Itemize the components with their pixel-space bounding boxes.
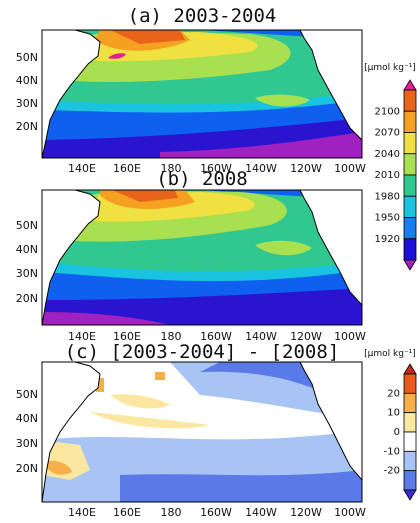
colorbar-box [403,470,417,491]
panel-c-frame [41,361,363,503]
panel-c-colorbar: 20 10 0 -10 -20 [384,363,417,501]
panel-a-lat-axis: 50N 40N 30N 20N [16,51,38,133]
colorbar-bottom-triangle [403,489,417,501]
panel-c-lon-axis: 140E 160E 180 160W 140W 120W 100W [68,506,366,519]
colorbar-label: 1920 [375,234,400,245]
lon-label: 120W [290,330,322,343]
panel-b-frame [41,189,363,326]
lon-label: 120W [290,162,322,175]
lat-label: 30N [16,267,38,280]
colorbar-box [403,392,417,414]
colorbar-box [403,110,417,133]
panel-c-map [42,362,362,502]
colorbar-label: 2040 [375,149,400,160]
panel-c-title: (c) [2003-2004] - [2008] [65,341,340,363]
lat-label: 50N [16,388,38,401]
lon-label: 160W [200,506,232,519]
lon-label: 160W [200,162,232,175]
lat-label: 20N [16,120,38,133]
lon-label: 100W [334,330,366,343]
colorbar-label: -10 [384,446,400,457]
colorbar-label: -20 [384,466,400,477]
lat-label: 20N [16,292,38,305]
lon-label: 160W [200,330,232,343]
lat-label: 30N [16,437,38,450]
lon-label: 120W [290,506,322,519]
panel-a-title: (a) 2003-2004 [128,5,277,27]
panel-c-lat-axis: 50N 40N 30N 20N [16,388,38,475]
panel-b-lon-axis: 140E 160E 180 160W 140W 120W 100W [68,330,366,343]
lon-label: 140E [68,162,96,175]
lon-label: 180 [161,506,182,519]
lon-label: 160E [113,506,141,519]
panel-c-units: [μmol kg⁻¹] [364,349,416,359]
panel-a-units: [μmol kg⁻¹] [364,63,416,73]
colorbar-top-triangle [403,363,417,375]
colorbar-top-triangle [403,79,417,91]
lon-label: 140E [68,330,96,343]
colorbar-label: 1950 [375,213,400,224]
lon-label: 100W [334,162,366,175]
lon-label: 140E [68,506,96,519]
panel-a-lon-axis: 140E 160E 180 160W 140W 120W 100W [68,162,366,175]
lon-label: 180 [161,162,182,175]
colorbar-label: 1980 [375,191,400,202]
colorbar-box [403,174,417,197]
colorbar-box [403,195,417,218]
colorbar-box [403,373,417,394]
colorbar-box [403,431,417,452]
panel-a-colorbar: 2100 2070 2040 2010 1980 1950 1920 [375,79,417,271]
colorbar-box [403,412,417,433]
colorbar-label: 2070 [375,128,400,139]
lat-label: 40N [16,412,38,425]
lon-label: 160E [113,330,141,343]
lon-label: 100W [334,506,366,519]
lat-label: 30N [16,97,38,110]
colorbar-label: 0 [394,427,400,438]
colorbar-box [403,217,417,240]
colorbar-box [403,238,417,261]
lon-label: 160E [113,162,141,175]
colorbar-bottom-triangle [403,259,417,271]
panel-b: (b) 2008 50N 40N 30N 20N 140E 160E 180 [16,168,366,343]
lat-label: 50N [16,51,38,64]
panel-b-lat-axis: 50N 40N 30N 20N [16,219,38,305]
lat-label: 40N [16,243,38,256]
panel-c: (c) [2003-2004] - [2008] 50N 40N 30N 20N [16,341,417,519]
lat-label: 50N [16,219,38,232]
lat-label: 20N [16,462,38,475]
lon-label: 140W [245,330,277,343]
colorbar-label: 2100 [375,106,400,117]
colorbar-box [403,132,417,155]
lat-label: 40N [16,74,38,87]
panel-b-title: (b) 2008 [156,168,248,190]
colorbar-label: 2010 [375,170,400,181]
colorbar-label: 10 [387,408,400,419]
lon-label: 140W [245,506,277,519]
panel-a: (a) 2003-2004 5 [16,5,417,271]
panel-a-frame [41,29,363,159]
panel-a-map [42,30,362,158]
colorbar-box [403,153,417,176]
panel-b-map [42,190,362,325]
lon-label: 180 [161,330,182,343]
colorbar-label: 20 [387,388,400,399]
lon-label: 140W [245,162,277,175]
colorbar-box [403,89,417,112]
colorbar-box [403,450,417,472]
